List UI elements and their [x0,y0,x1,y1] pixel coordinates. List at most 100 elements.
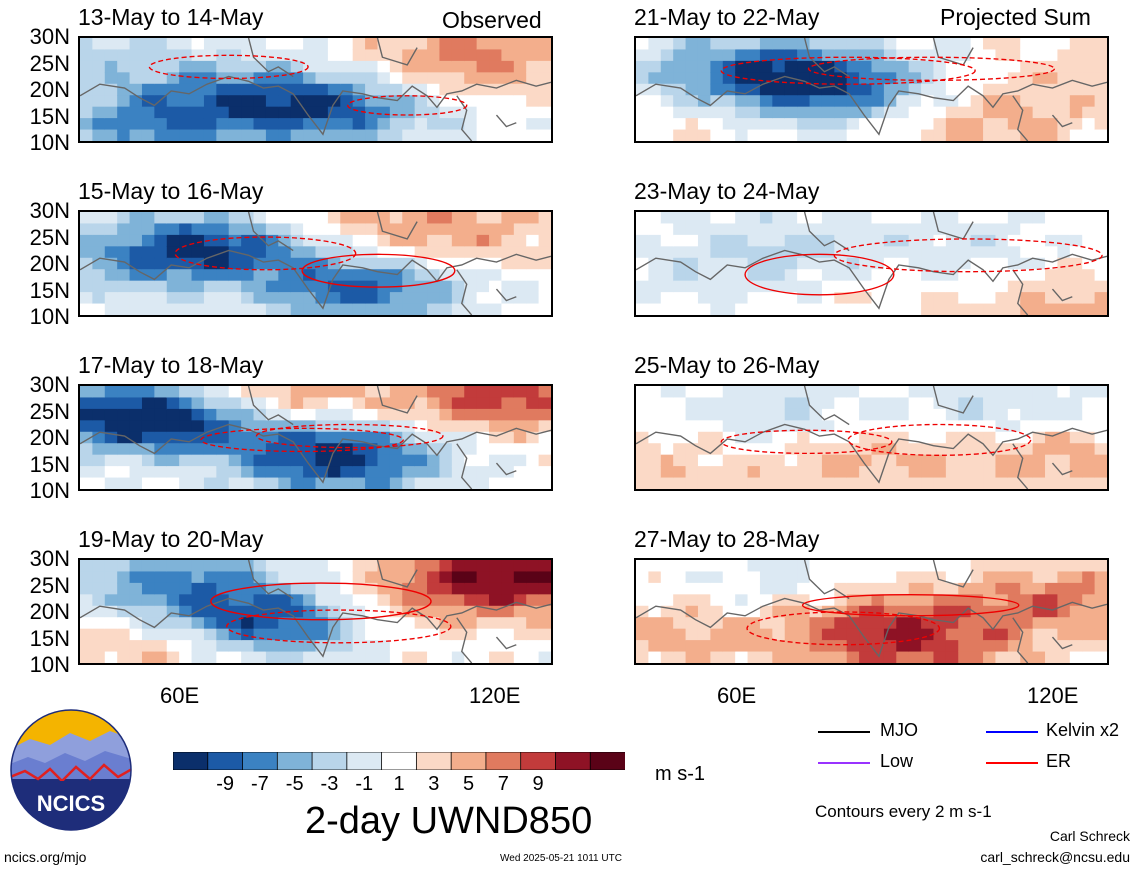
lat-tick-label: 15N [29,103,70,129]
coastline [803,38,1073,141]
lat-tick-label: 20N [29,251,70,276]
panel-title-left-2: 15-May to 16-May [78,178,264,204]
lat-tick-label: 10N [29,652,70,677]
coastline [636,597,1107,658]
legend-line-er [986,762,1038,764]
colorbar-swatch [450,751,487,771]
er-contour [807,56,1056,82]
coastline [803,386,1073,489]
map-panel-left-3 [78,384,553,491]
logo-text: NCICS [37,791,105,816]
colorbar-swatch [172,751,209,771]
panel-title-right-2: 23-May to 24-May [634,178,820,204]
observed-label: Observed [442,7,542,33]
lat-tick-label: 15N [29,625,70,651]
coastline [247,386,517,489]
lat-tick-label: 20N [29,599,70,624]
panel-title-right-4: 27-May to 28-May [634,526,820,552]
lon-tick-left-60e: 60E [160,683,200,708]
colorbar-tick-label: 1 [393,773,405,795]
map-panel-right-1 [634,36,1109,143]
er-contour [148,54,309,80]
footer-url[interactable]: ncics.org/mjo [4,849,87,865]
colorbar-swatch [381,751,418,771]
coastline [636,75,1107,136]
coastline [803,212,1073,315]
map-panel-left-2 [78,210,553,317]
map-panel-right-4 [634,558,1109,665]
er-contour [210,582,432,621]
colorbar-swatch [555,751,592,771]
er-contour [255,423,444,449]
coastline [247,560,517,663]
colorbar-tick-label: 9 [532,773,544,795]
lon-tick-left-120e: 120E [469,683,521,708]
coastline [803,560,1073,663]
map-panel-left-1 [78,36,553,143]
coastline [80,75,551,136]
legend-label-er: ER [1046,751,1072,771]
colorbar-units: m s-1 [655,763,705,785]
colorbar-swatch [520,751,557,771]
lat-tick-label: 10N [29,304,70,329]
colorbar-swatch [311,751,348,771]
panel-title-right-3: 25-May to 26-May [634,352,820,378]
coastline [636,423,1107,484]
lat-tick-label: 30N [29,372,70,397]
colorbar-tick-label: -1 [355,773,374,795]
lat-tick-label: 20N [29,425,70,450]
er-contour [347,95,468,116]
colorbar-tick-label: 3 [428,773,440,795]
lat-tick-label: 30N [29,24,70,49]
colorbar-title: 2-day UWND850 [305,800,593,842]
coastline [80,597,551,658]
coastline [80,249,551,310]
coastline [636,249,1107,310]
er-contour [200,427,404,453]
panel-title-left-4: 19-May to 20-May [78,526,264,552]
colorbar-swatch [589,751,626,771]
lat-tick-label: 10N [29,130,70,155]
legend-line-low [818,762,870,764]
map-panel-left-4 [78,558,553,665]
footer-author: Carl Schreck [1049,828,1130,844]
er-contour [847,423,1032,456]
legend-label-kelvin: Kelvin x2 [1046,720,1120,740]
map-panel-right-2 [634,210,1109,317]
lat-tick-label: 30N [29,546,70,571]
footer-email[interactable]: carl_schreck@ncsu.edu [980,849,1130,865]
colorbar-tick-label: -5 [285,773,304,795]
colorbar [172,751,626,771]
colorbar-tick-label: -9 [216,773,235,795]
lon-tick-right-120e: 120E [1027,683,1079,708]
ncics-logo: NCICS [10,709,132,831]
er-contour [801,593,1020,617]
panel-title-left-3: 17-May to 18-May [78,352,264,378]
colorbar-tick-label: -7 [251,773,269,795]
er-contour [720,429,893,455]
er-contour [720,56,976,85]
lat-tick-label: 25N [29,50,70,76]
legend-line-mjo [818,731,870,733]
er-contour [746,611,941,646]
lat-tick-label: 25N [29,224,70,250]
lat-tick-label: 25N [29,572,70,598]
colorbar-swatch [346,751,383,771]
er-contour [301,253,456,288]
lon-tick-right-60e: 60E [717,683,757,708]
footer-timestamp: Wed 2025-05-21 1011 UTC [500,853,622,864]
lat-tick-label: 15N [29,451,70,477]
coastline [247,212,517,315]
contour-note: Contours every 2 m s-1 [815,802,992,821]
panel-title-left-1: 13-May to 14-May [78,4,264,30]
lat-tick-label: 20N [29,77,70,102]
colorbar-swatch [485,751,522,771]
er-contour [174,236,357,271]
projected-label: Projected Sum [940,4,1091,30]
colorbar-swatch [207,751,244,771]
legend-line-kelvin [986,731,1038,733]
legend-label-low: Low [880,751,914,771]
lat-tick-label: 30N [29,198,70,223]
colorbar-swatch [415,751,453,771]
panel-title-right-1: 21-May to 22-May [634,4,820,30]
